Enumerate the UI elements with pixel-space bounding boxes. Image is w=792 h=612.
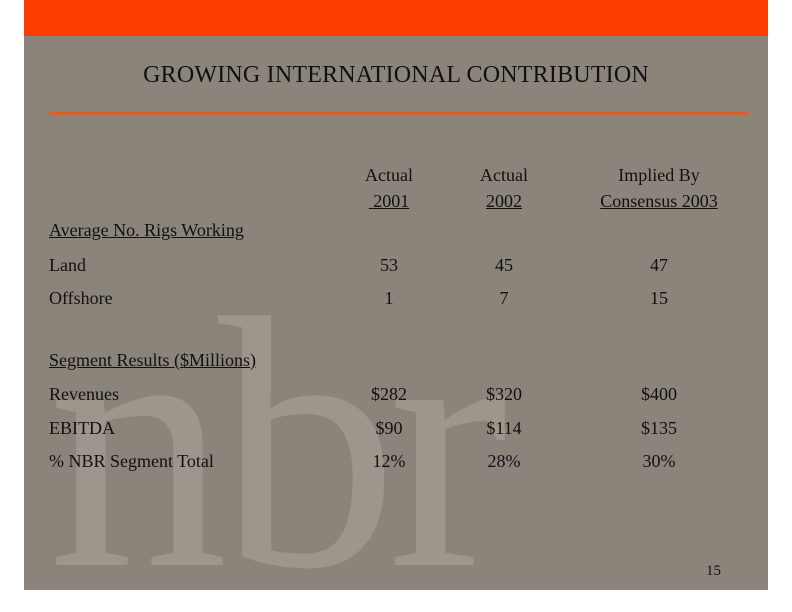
section-label-rigs-working: Average No. Rigs Working	[49, 220, 244, 240]
cell-segment-total-2002: 28%	[487, 451, 521, 471]
cell-segment-total-2001: 12%	[372, 451, 406, 471]
row-label-revenues: Revenues	[49, 384, 119, 404]
title-divider	[49, 112, 749, 115]
top-accent-bar	[24, 0, 768, 36]
cell-ebitda-2002: $114	[486, 418, 522, 438]
section-label-segment-results: Segment Results ($Millions)	[49, 350, 256, 370]
page-number: 15	[706, 563, 721, 579]
row-label-nbr-segment-total: % NBR Segment Total	[49, 451, 214, 471]
column-header-consensus-2003: Implied By Consensus 2003	[600, 165, 718, 211]
cell-ebitda-2003: $135	[641, 418, 677, 438]
cell-offshore-2003: 15	[650, 288, 668, 308]
cell-land-2001: 53	[380, 255, 398, 275]
cell-segment-total-2003: 30%	[642, 451, 676, 471]
column-header-actual-2002: Actual 2002	[480, 165, 528, 211]
cell-land-2003: 47	[650, 255, 668, 275]
cell-revenues-2001: $282	[371, 384, 407, 404]
row-label-land: Land	[49, 255, 86, 275]
row-label-offshore: Offshore	[49, 288, 113, 308]
slide: nbr GROWING INTERNATIONAL CONTRIBUTION A…	[24, 0, 768, 590]
cell-land-2002: 45	[495, 255, 513, 275]
row-label-ebitda: EBITDA	[49, 418, 115, 438]
column-header-actual-2001: Actual 2001	[365, 165, 413, 211]
cell-revenues-2003: $400	[641, 384, 677, 404]
slide-title: GROWING INTERNATIONAL CONTRIBUTION	[143, 62, 649, 88]
cell-revenues-2002: $320	[486, 384, 522, 404]
cell-offshore-2001: 1	[384, 288, 394, 308]
cell-offshore-2002: 7	[499, 288, 509, 308]
cell-ebitda-2001: $90	[375, 418, 403, 438]
